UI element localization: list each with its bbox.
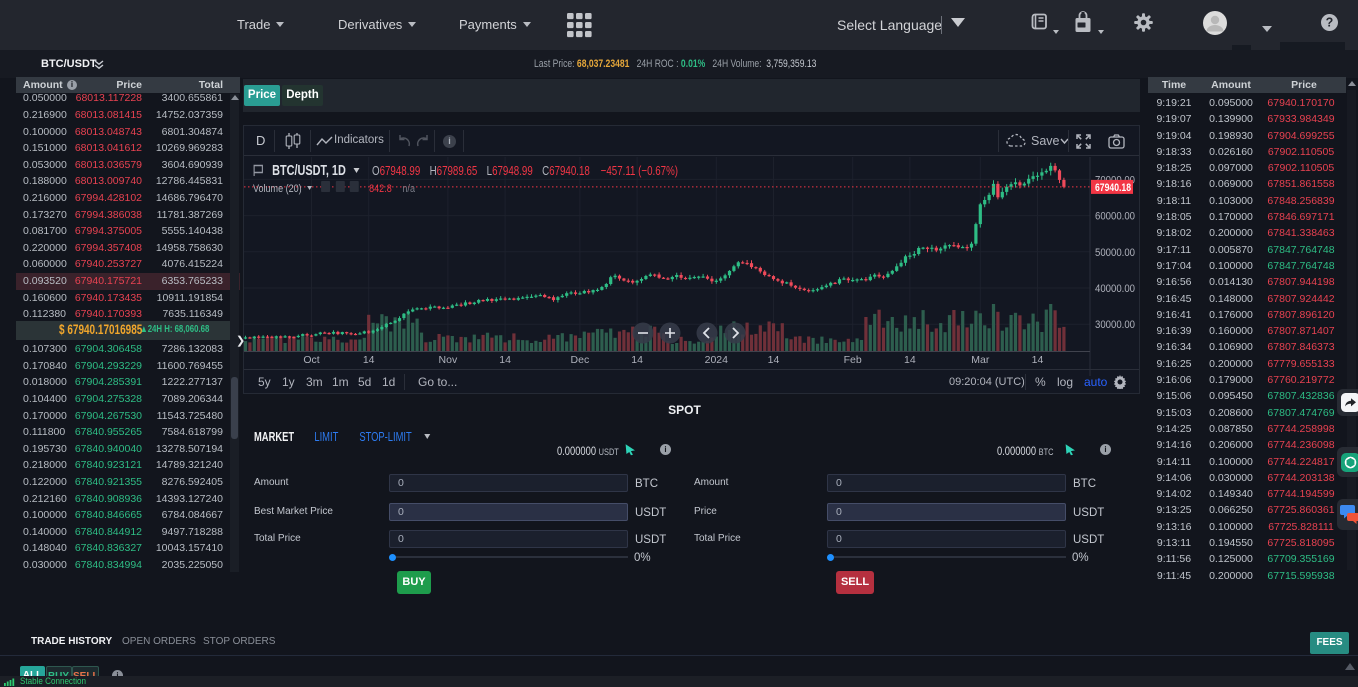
svg-text:30000.00: 30000.00	[1095, 319, 1135, 331]
svg-text:50000.00: 50000.00	[1095, 247, 1135, 259]
svg-text:40000.00: 40000.00	[1095, 283, 1135, 295]
svg-text:?: ?	[1326, 16, 1334, 30]
svg-text:60000.00: 60000.00	[1095, 211, 1135, 223]
svg-text:67940.18: 67940.18	[1095, 182, 1131, 194]
